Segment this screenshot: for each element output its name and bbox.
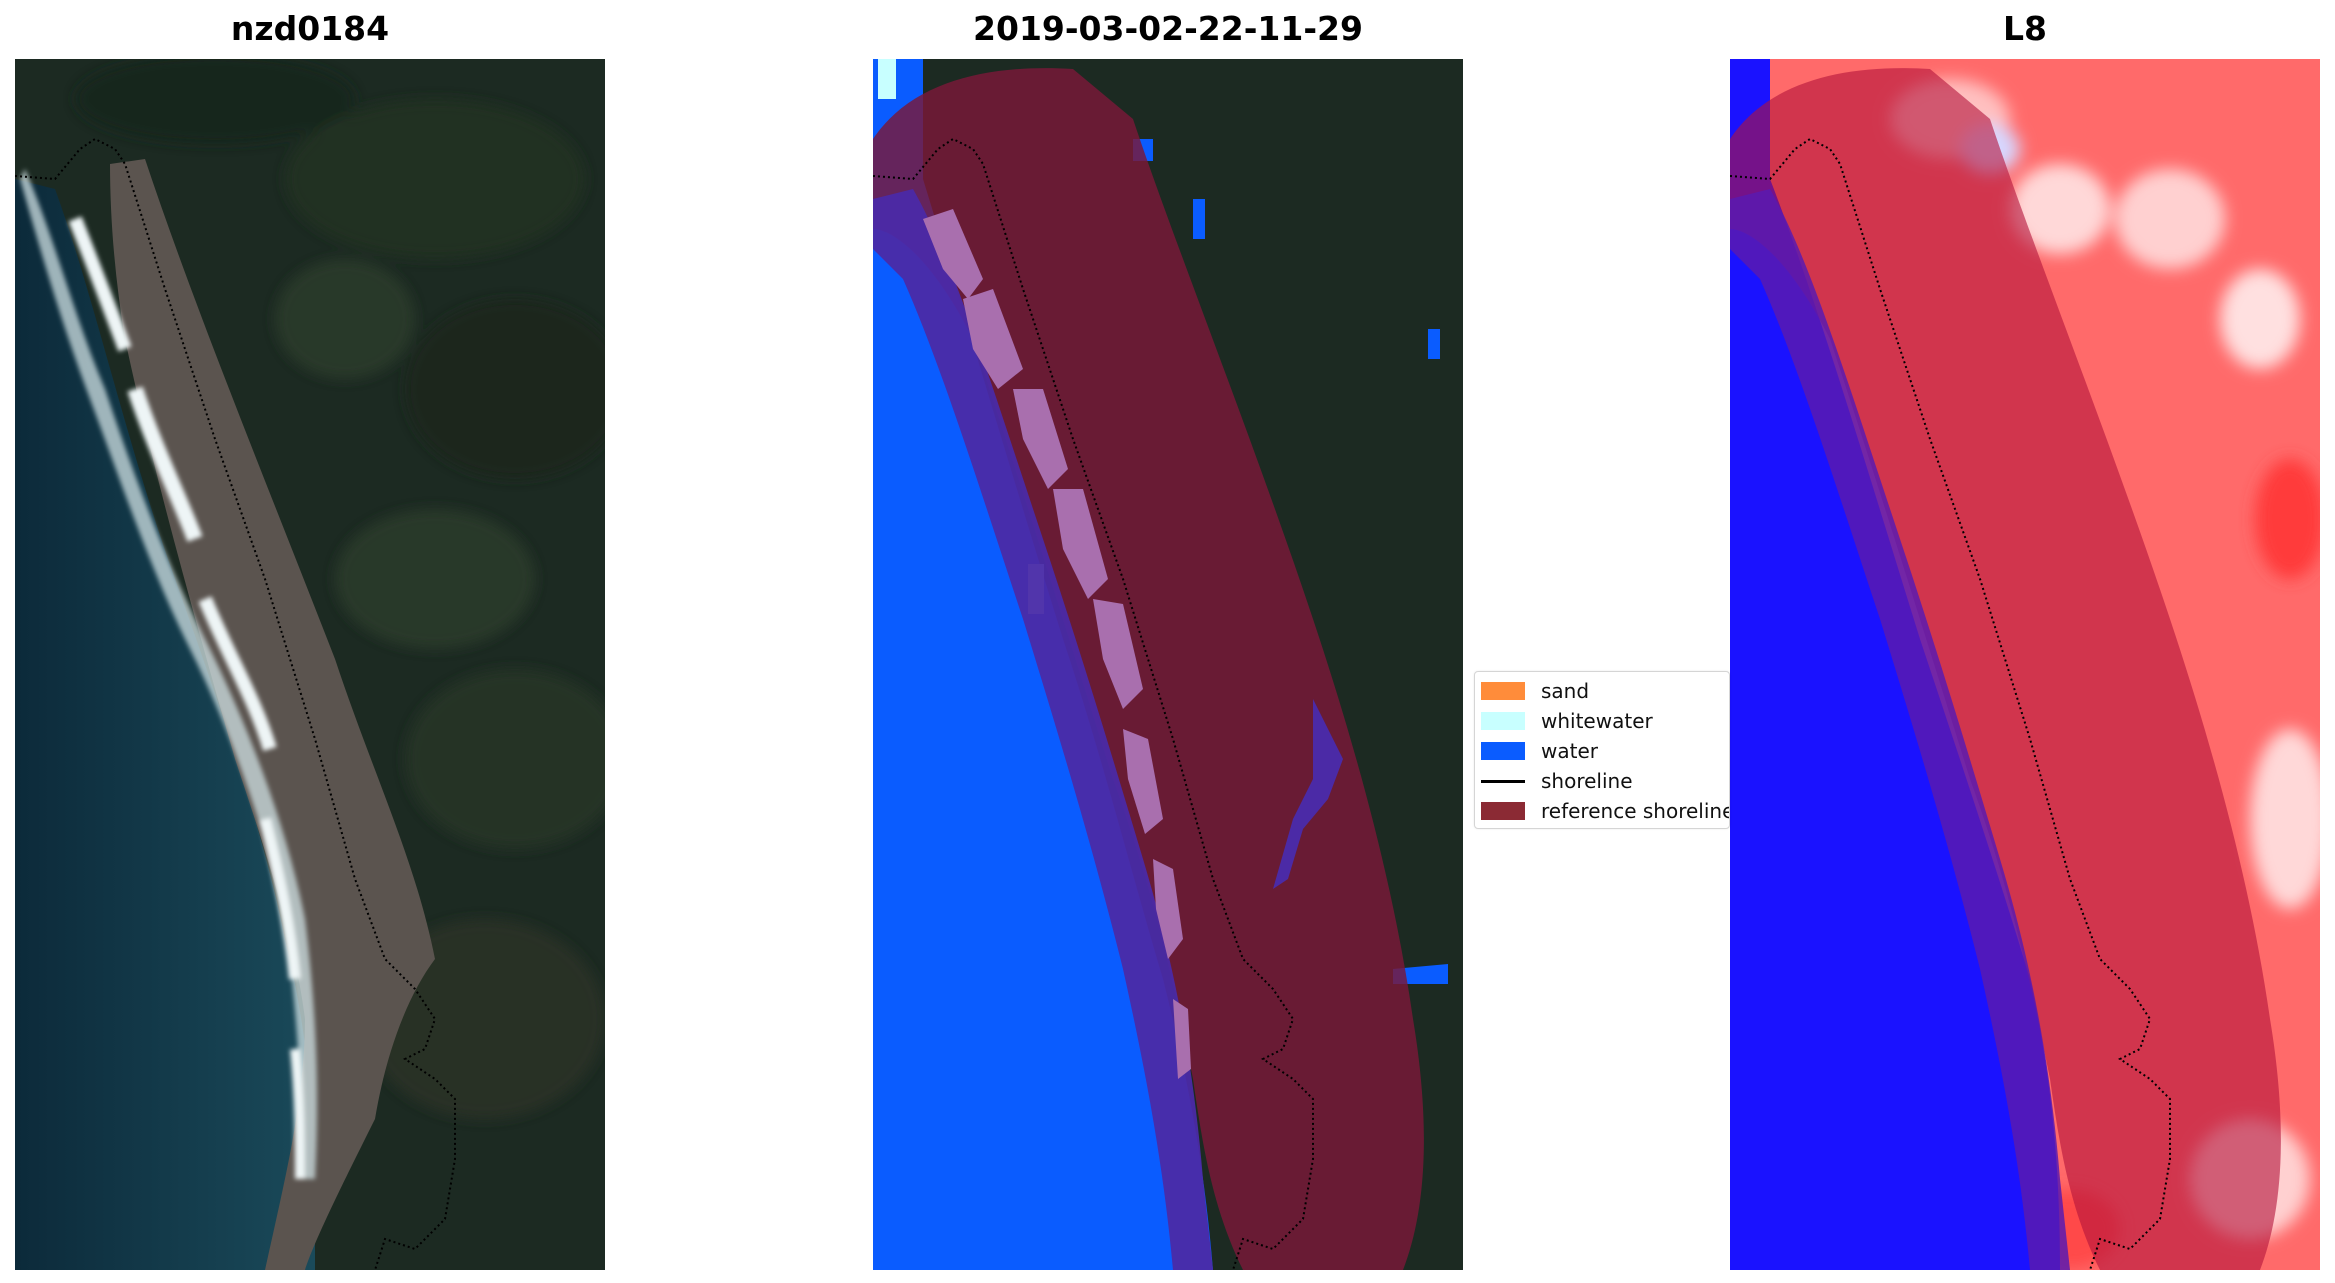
index-map-image — [1730, 59, 2320, 1270]
panel-title-rgb: nzd0184 — [230, 9, 390, 48]
legend-label: water — [1541, 739, 1598, 763]
rgb-satellite-image — [15, 59, 605, 1270]
legend-item-water: water — [1481, 736, 1598, 766]
legend-swatch-sand — [1481, 682, 1525, 700]
legend-item-sand: sand — [1481, 676, 1589, 706]
legend-swatch-reference-shoreline — [1481, 802, 1525, 820]
legend-item-reference-shoreline: reference shoreline — [1481, 796, 1730, 826]
legend-label: whitewater — [1541, 709, 1653, 733]
legend-swatch-whitewater — [1481, 712, 1525, 730]
panel-title-classified: 2019-03-02-22-11-29 — [973, 9, 1363, 48]
legend-item-shoreline: shoreline — [1481, 766, 1633, 796]
legend-line-shoreline — [1481, 779, 1525, 783]
legend-item-whitewater: whitewater — [1481, 706, 1653, 736]
classified-image — [873, 59, 1463, 1270]
legend-label: sand — [1541, 679, 1590, 703]
panel-title-index: L8 — [2003, 9, 2047, 48]
legend-swatch-water — [1481, 742, 1525, 760]
legend: sand whitewater water shoreline referenc… — [1474, 671, 1730, 829]
legend-label: shoreline — [1541, 769, 1633, 793]
legend-label: reference shoreline — [1541, 799, 1730, 823]
